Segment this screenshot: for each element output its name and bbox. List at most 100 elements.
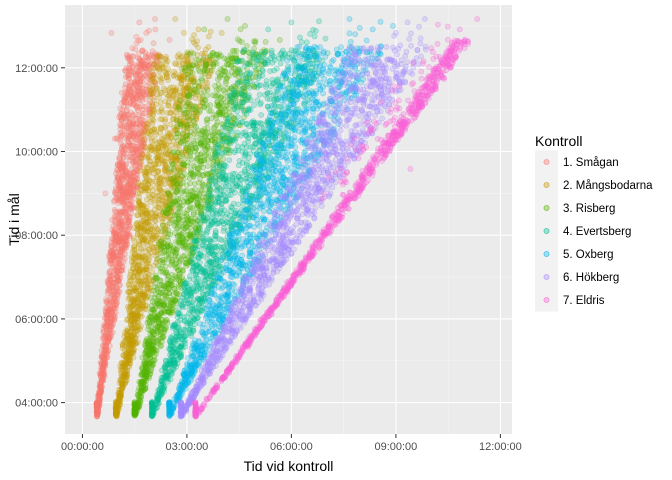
data-point: [112, 238, 119, 245]
data-point: [138, 378, 145, 385]
data-point: [149, 116, 156, 123]
data-point: [177, 169, 183, 176]
data-point: [189, 245, 196, 252]
data-point: [118, 129, 125, 136]
data-point: [208, 264, 214, 271]
data-point: [103, 343, 109, 350]
data-point: [119, 169, 125, 175]
data-point: [221, 55, 228, 62]
data-point: [137, 78, 143, 85]
data-point: [137, 117, 144, 124]
data-point: [121, 247, 128, 253]
data-point-outlier: [166, 37, 173, 43]
data-point: [202, 128, 208, 135]
data-point: [145, 191, 152, 198]
data-point: [142, 274, 149, 281]
data-point: [97, 390, 104, 397]
data-point: [153, 334, 160, 341]
data-point: [111, 253, 118, 260]
data-point: [172, 143, 179, 150]
data-point: [121, 144, 128, 151]
data-point: [132, 269, 139, 276]
data-point: [149, 90, 156, 97]
data-point-outlier: [108, 30, 115, 36]
data-point: [131, 177, 137, 183]
data-point: [251, 64, 258, 70]
data-point: [154, 255, 161, 262]
data-point: [165, 230, 172, 237]
data-point: [112, 235, 119, 242]
data-point: [127, 153, 134, 160]
data-point: [189, 114, 196, 120]
data-point: [94, 402, 100, 409]
data-point: [192, 128, 199, 135]
data-point: [173, 87, 180, 93]
data-point: [156, 289, 162, 296]
data-point: [122, 84, 128, 91]
data-point: [165, 237, 171, 244]
data-point: [192, 82, 198, 89]
data-point: [165, 280, 172, 287]
data-point: [116, 114, 122, 121]
data-point: [127, 69, 134, 75]
data-point: [115, 221, 121, 228]
data-point: [133, 140, 140, 147]
data-point: [132, 159, 139, 166]
data-point: [147, 131, 154, 138]
data-point: [179, 268, 186, 274]
data-point: [130, 96, 137, 103]
data-point: [140, 218, 147, 225]
data-point: [184, 223, 190, 230]
data-point: [142, 71, 149, 78]
data-point: [111, 227, 118, 234]
data-point: [102, 347, 108, 354]
data-point: [192, 123, 199, 130]
data-point: [193, 261, 200, 267]
data-point: [146, 106, 153, 112]
data-point: [147, 143, 154, 150]
data-point: [139, 74, 146, 81]
data-point-outlier: [143, 30, 150, 36]
data-point: [110, 283, 116, 290]
data-point: [229, 47, 236, 54]
data-point: [106, 319, 113, 326]
data-point: [204, 215, 211, 222]
data-point: [190, 209, 197, 216]
data-point: [173, 61, 179, 68]
data-point: [102, 332, 109, 339]
data-point: [263, 83, 269, 90]
data-point: [219, 218, 225, 225]
data-point: [132, 46, 139, 53]
data-point: [184, 123, 191, 129]
data-point: [151, 317, 157, 324]
data-point: [124, 232, 130, 238]
data-point: [200, 56, 207, 62]
data-point: [154, 225, 160, 232]
data-point: [184, 235, 190, 241]
data-point: [162, 116, 169, 122]
data-point: [129, 53, 136, 60]
data-point: [121, 231, 128, 238]
data-point: [177, 74, 184, 81]
data-point: [199, 50, 206, 57]
data-point: [143, 123, 150, 130]
data-point: [159, 109, 165, 116]
data-point: [134, 212, 140, 218]
data-point: [201, 104, 208, 111]
data-point: [154, 153, 161, 160]
data-point: [193, 63, 200, 69]
data-point: [170, 174, 177, 181]
data-point: [258, 120, 265, 127]
data-point: [256, 91, 263, 98]
data-point: [150, 192, 157, 199]
data-point: [165, 103, 172, 109]
data-point: [156, 321, 163, 327]
data-point: [208, 194, 215, 201]
grid-minor: [65, 5, 512, 434]
data-point: [186, 180, 193, 187]
data-point: [190, 50, 197, 57]
data-point: [108, 318, 114, 325]
data-point: [107, 267, 113, 274]
data-point: [138, 66, 145, 73]
data-point: [147, 109, 154, 116]
